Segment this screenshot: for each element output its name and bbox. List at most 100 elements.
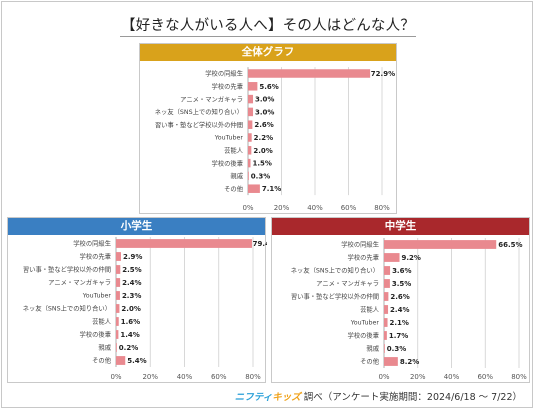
page-title: 【好きな人がいる人へ】その人はどんな人？ [121,18,415,34]
overall-category-label: 芸能人 [224,146,244,155]
elementary-value-label: 2.0% [121,305,140,313]
elementary-bar [116,304,120,313]
junior-high-value-label: 8.2% [400,358,419,366]
junior-high-value-label: 3.6% [392,267,411,275]
overall-x-tick-label: 60% [341,204,357,212]
overall-bar [248,146,252,155]
junior-high-value-label: 1.7% [389,332,408,340]
junior-high-bar [384,240,497,249]
overall-chart-header: 全体グラフ [140,44,396,61]
overall-x-tick-label: 0% [242,204,253,212]
elementary-chart-header: 小学生 [8,218,265,235]
elementary-category-label: アニメ・マンガキャラ [48,278,111,287]
junior-high-value-label: 2.1% [390,319,409,327]
elementary-value-label: 1.4% [120,331,139,339]
overall-value-label: 3.0% [255,108,274,116]
elementary-bar [116,291,120,300]
overall-chart-panel: 全体グラフ 0% 20% 40% 60% 80% 学校の同級生 72.9% 学校の先輩 5.6%… [139,43,397,214]
junior-high-bar [384,344,385,353]
elementary-x-tick-label: 20% [142,373,158,381]
overall-category-label: アニメ・マンガキャラ [180,94,243,103]
overall-value-label: 5.6% [259,83,278,91]
overall-category-label: 学校の同級生 [205,69,243,78]
elementary-category-label: 芸能人 [92,317,112,326]
overall-bar [248,133,252,142]
elementary-value-label: 2.9% [123,253,142,261]
elementary-category-label: 親戚 [98,343,111,352]
junior-high-category-label: 芸能人 [360,305,380,314]
junior-high-value-label: 3.5% [392,280,411,288]
overall-value-label: 72.9% [371,70,395,78]
elementary-value-label: 2.5% [122,266,141,274]
source-footer: ニフティキッズ 調べ（アンケート実施期間：2024/6/18 ～ 7/22） [235,389,522,403]
overall-category-label: ネッ友（SNS上での知り合い） [155,107,243,116]
overall-x-tick-label: 80% [374,204,390,212]
elementary-category-label: YouTuber [82,293,112,300]
overall-bar-chart: 0% 20% 40% 60% 80% 学校の同級生 72.9% 学校の先輩 5.6% アニメ・マン… [155,67,395,212]
overall-category-label: 学校の先輩 [212,82,243,91]
junior-high-category-label: 学校の後輩 [348,331,379,340]
overall-value-label: 0.3% [251,172,270,180]
junior-high-bar [384,318,388,327]
overall-value-label: 1.5% [253,160,272,168]
junior-high-category-label: 親戚 [366,344,379,353]
junior-high-x-tick-label: 80% [511,373,527,381]
junior-high-category-label: 学校の先輩 [348,253,379,262]
junior-high-category-label: 習い事・塾など学校以外の仲間 [291,292,379,301]
elementary-value-label: 79.4% [253,240,267,248]
junior-high-category-label: 学校の同級生 [341,240,379,249]
overall-value-label: 2.2% [254,134,273,142]
elementary-value-label: 5.4% [127,357,146,365]
junior-high-value-label: 2.6% [390,293,409,301]
junior-high-x-tick-label: 20% [410,373,426,381]
overall-category-label: 学校の後輩 [212,158,243,167]
junior-high-chart-panel: 中学生 0% 20% 40% 60% 80% 学校の同級生 66.5% 学校の先輩 9.2% ネッ… [271,217,530,383]
junior-high-bar [384,279,390,288]
elementary-bar [116,317,119,326]
brand-name-part1: ニフティ [234,392,273,403]
overall-value-label: 2.6% [254,121,273,129]
junior-high-x-tick-label: 60% [477,373,493,381]
junior-high-bar [384,305,389,314]
elementary-category-label: ネッ友（SNS上での知り合い） [23,304,111,313]
elementary-bar [116,239,252,248]
overall-category-label: 習い事・塾など学校以外の仲間 [155,120,243,129]
elementary-x-tick-label: 80% [245,373,261,381]
junior-high-bar [384,331,387,340]
overall-category-label: 親戚 [230,171,243,180]
junior-high-value-label: 66.5% [498,241,522,249]
junior-high-bar-chart: 0% 20% 40% 60% 80% 学校の同級生 66.5% 学校の先輩 9.2% ネッ友（SN… [291,238,527,381]
junior-high-chart-header: 中学生 [272,218,529,235]
junior-high-category-label: ネッ友（SNS上での知り合い） [291,266,379,275]
overall-bar [248,158,251,168]
survey-note: 調べ（アンケート実施期間：2024/6/18 ～ 7/22） [303,392,522,403]
junior-high-category-label: アニメ・マンガキャラ [316,279,379,288]
title-underline [120,36,416,37]
overall-x-tick-label: 20% [274,204,290,212]
elementary-x-tick-label: 40% [177,373,193,381]
overall-bar [248,171,249,181]
junior-high-category-label: その他 [360,357,380,366]
elementary-category-label: 学校の後輩 [80,330,111,339]
elementary-x-tick-label: 0% [110,373,121,381]
elementary-chart-panel: 小学生 0% 20% 40% 60% 80% 学校の同級生 79.4% 学校の先輩 2.9% 習い… [7,217,267,383]
overall-bar [248,107,254,117]
junior-high-value-label: 9.2% [402,254,421,262]
junior-high-bar [384,266,391,275]
overall-bar [248,69,371,78]
elementary-bar [116,356,126,365]
junior-high-value-label: 0.3% [387,345,406,353]
elementary-category-label: その他 [92,356,112,365]
elementary-value-label: 2.4% [122,279,141,287]
overall-bar [248,82,258,91]
elementary-bar [116,330,119,339]
overall-category-label: YouTuber [214,135,244,142]
overall-bar [248,120,253,129]
brand-name-part2: キッズ [272,392,301,403]
elementary-bar-chart: 0% 20% 40% 60% 80% 学校の同級生 79.4% 学校の先輩 2.9% 習い事・塾な… [23,237,267,381]
elementary-x-tick-label: 60% [211,373,227,381]
elementary-value-label: 2.3% [122,292,141,300]
overall-bar [248,184,260,193]
elementary-bar [116,265,121,274]
